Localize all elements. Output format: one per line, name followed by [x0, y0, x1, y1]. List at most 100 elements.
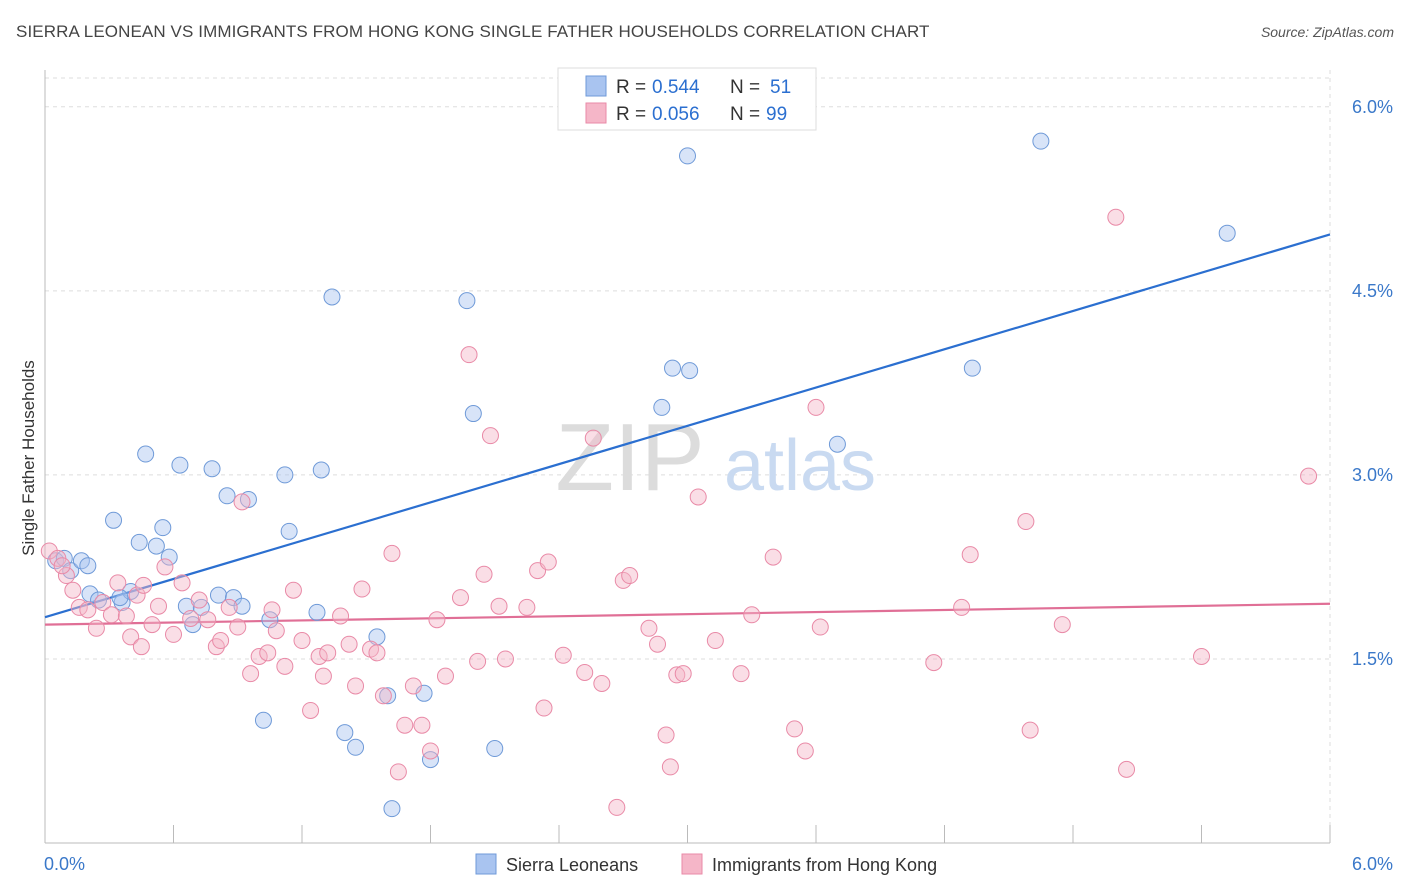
legend-stats: R = 0.544 N = 51 R = 0.056 N = 99	[557, 67, 817, 131]
point-sierra-leoneans	[458, 292, 476, 310]
point-immigrants-hong-kong	[173, 574, 191, 592]
point-immigrants-hong-kong	[451, 589, 469, 607]
legend-series: Sierra Leoneans Immigrants from Hong Kon…	[475, 853, 937, 875]
point-sierra-leoneans	[160, 548, 178, 566]
point-immigrants-hong-kong	[706, 632, 724, 650]
point-immigrants-hong-kong	[229, 618, 247, 636]
point-sierra-leoneans	[422, 751, 439, 769]
y-tick-label: 4.5%	[1352, 281, 1393, 301]
point-immigrants-hong-kong	[689, 488, 707, 506]
point-immigrants-hong-kong	[1053, 616, 1071, 634]
point-immigrants-hong-kong	[657, 726, 675, 744]
point-sierra-leoneans	[218, 487, 236, 505]
point-immigrants-hong-kong	[584, 429, 602, 447]
point-sierra-leoneans	[312, 461, 330, 479]
legend-n-label-2: N =	[730, 104, 760, 125]
legend-r-value-1: 0.544	[652, 77, 700, 98]
point-sierra-leoneans	[336, 724, 354, 742]
point-immigrants-hong-kong	[608, 798, 626, 816]
point-immigrants-hong-kong	[496, 650, 514, 668]
y-tick-label: 3.0%	[1352, 465, 1393, 485]
point-immigrants-hong-kong	[668, 666, 686, 684]
point-sierra-leoneans	[130, 533, 148, 551]
legend-r-label-1: R =	[616, 77, 646, 98]
legend-swatch-2	[585, 102, 607, 124]
watermark: ZIP atlas	[555, 404, 876, 511]
y-tick-label: 1.5%	[1352, 649, 1393, 669]
x-tick-label-max: 6.0%	[1352, 854, 1393, 874]
point-immigrants-hong-kong	[332, 607, 350, 625]
point-sierra-leoneans	[383, 800, 401, 818]
point-sierra-leoneans	[347, 738, 365, 756]
point-immigrants-hong-kong	[953, 598, 971, 616]
point-immigrants-hong-kong	[811, 618, 829, 636]
point-immigrants-hong-kong	[242, 665, 260, 683]
point-immigrants-hong-kong	[786, 720, 804, 738]
point-immigrants-hong-kong	[233, 493, 251, 511]
point-immigrants-hong-kong	[302, 701, 320, 719]
point-sierra-leoneans	[233, 597, 251, 615]
point-immigrants-hong-kong	[576, 663, 594, 681]
point-immigrants-hong-kong	[490, 597, 508, 615]
point-sierra-leoneans	[464, 405, 482, 423]
legend-series-label-1: Sierra Leoneans	[506, 855, 638, 875]
chart-title: SIERRA LEONEAN VS IMMIGRANTS FROM HONG K…	[16, 22, 930, 41]
point-immigrants-hong-kong	[674, 665, 692, 683]
point-immigrants-hong-kong	[1021, 721, 1039, 739]
point-immigrants-hong-kong	[469, 652, 487, 670]
point-immigrants-hong-kong	[961, 546, 979, 564]
point-immigrants-hong-kong	[212, 632, 230, 650]
point-immigrants-hong-kong	[259, 644, 277, 662]
x-tick-label-min: 0.0%	[44, 854, 85, 874]
point-immigrants-hong-kong	[64, 581, 82, 599]
legend-series-swatch-1	[475, 853, 497, 875]
point-sierra-leoneans	[653, 398, 671, 416]
point-sierra-leoneans	[79, 557, 97, 575]
point-immigrants-hong-kong	[263, 601, 281, 619]
point-immigrants-hong-kong	[640, 619, 658, 637]
point-immigrants-hong-kong	[207, 638, 225, 656]
point-immigrants-hong-kong	[535, 699, 553, 717]
point-sierra-leoneans	[308, 603, 326, 621]
point-immigrants-hong-kong	[374, 687, 392, 705]
watermark-atlas: atlas	[724, 426, 876, 506]
point-sierra-leoneans	[379, 687, 397, 705]
point-immigrants-hong-kong	[310, 647, 328, 665]
point-sierra-leoneans	[323, 288, 341, 306]
legend-swatch-1	[585, 75, 607, 97]
point-immigrants-hong-kong	[649, 635, 667, 653]
point-immigrants-hong-kong	[807, 398, 825, 416]
point-immigrants-hong-kong	[109, 574, 127, 592]
tick-labels: 1.5% 3.0% 4.5% 6.0% 0.0% 6.0%	[44, 97, 1393, 874]
axes	[44, 70, 1331, 844]
point-immigrants-hong-kong	[128, 586, 146, 604]
point-immigrants-hong-kong	[353, 580, 371, 598]
point-immigrants-hong-kong	[79, 601, 97, 619]
point-immigrants-hong-kong	[1300, 467, 1318, 485]
point-sierra-leoneans	[111, 589, 129, 607]
point-sierra-leoneans	[171, 456, 189, 474]
point-immigrants-hong-kong	[319, 644, 337, 662]
point-immigrants-hong-kong	[796, 742, 814, 760]
point-immigrants-hong-kong	[621, 567, 639, 585]
point-immigrants-hong-kong	[1107, 208, 1125, 226]
point-sierra-leoneans	[137, 445, 155, 463]
legend-r-label-2: R =	[616, 104, 646, 125]
point-immigrants-hong-kong	[661, 758, 679, 776]
point-immigrants-hong-kong	[284, 581, 302, 599]
point-immigrants-hong-kong	[165, 625, 182, 643]
point-sierra-leoneans	[1218, 224, 1236, 242]
point-sierra-leoneans	[209, 586, 227, 604]
point-sierra-leoneans	[254, 711, 272, 729]
point-immigrants-hong-kong	[190, 591, 208, 609]
point-immigrants-hong-kong	[102, 606, 120, 624]
point-sierra-leoneans	[280, 522, 298, 540]
point-immigrants-hong-kong	[925, 654, 943, 672]
point-immigrants-hong-kong	[593, 674, 611, 692]
point-sierra-leoneans	[276, 466, 294, 484]
point-immigrants-hong-kong	[436, 667, 454, 685]
point-sierra-leoneans	[1032, 132, 1050, 150]
trend-line-sierra-leoneans	[44, 233, 1331, 619]
point-immigrants-hong-kong	[1118, 760, 1136, 778]
legend-r-value-2: 0.056	[652, 104, 700, 125]
